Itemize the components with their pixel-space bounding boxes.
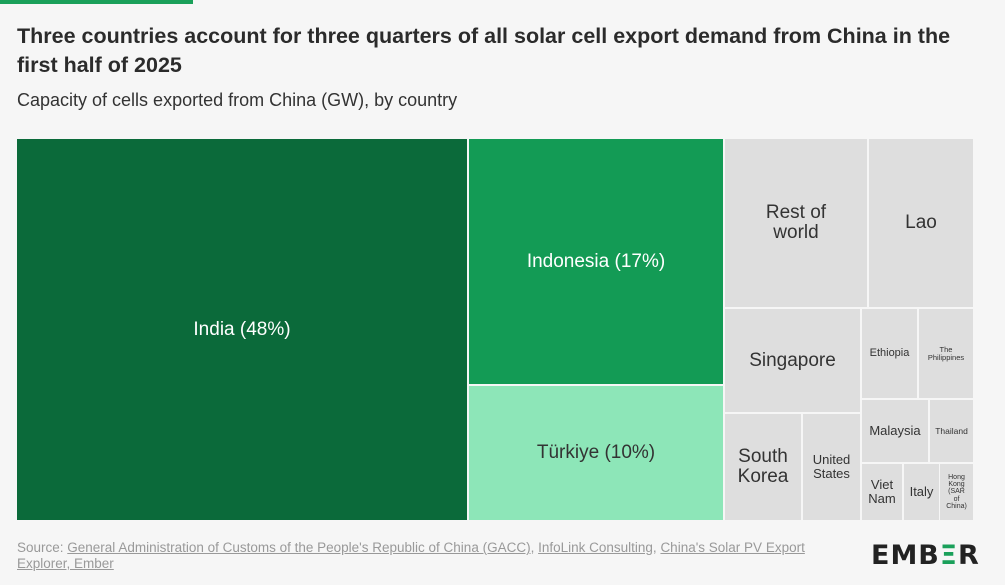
treemap-cell-t-rkiye: Türkiye (10%) [469, 386, 723, 520]
treemap-cell-rest-of-world: Rest of world [725, 139, 867, 307]
treemap-label: Thailand [935, 425, 968, 436]
source-prefix: Source: [17, 540, 68, 555]
treemap-label: Türkiye (10%) [536, 442, 656, 464]
treemap-label: Malaysia [869, 423, 921, 439]
source-link-gacc[interactable]: General Administration of Customs of the… [67, 540, 531, 555]
treemap-label: Lao [905, 212, 937, 234]
treemap-label: Viet Nam [868, 477, 896, 506]
treemap-cell-singapore: Singapore [725, 309, 860, 412]
accent-bar [0, 0, 193, 4]
source-note: Source: General Administration of Custom… [17, 540, 805, 571]
treemap-label: United States [812, 452, 851, 481]
treemap-label: The Philippines [927, 344, 965, 362]
treemap-label: Rest of world [765, 202, 827, 243]
treemap-cell-viet-nam: Viet Nam [862, 464, 902, 520]
treemap-cell-india: India (48%) [17, 139, 467, 520]
source-link-ember[interactable]: China's Solar PV Export Explorer, Ember [17, 540, 805, 571]
treemap-label: India (48%) [193, 318, 291, 340]
treemap-cell-malaysia: Malaysia [862, 400, 928, 462]
treemap-label: South Korea [737, 446, 789, 487]
source-link-infolink[interactable]: InfoLink Consulting [538, 540, 653, 555]
treemap-label: Italy [909, 484, 934, 500]
treemap-label: Indonesia (17%) [526, 250, 666, 272]
ember-logo: EMBΞR [871, 540, 980, 571]
treemap-label: Ethiopia [869, 346, 910, 359]
treemap-cell-lao: Lao [869, 139, 973, 307]
treemap-cell-the-philippines: The Philippines [919, 309, 973, 398]
treemap-label: Hong Kong (SAR of China) [946, 473, 967, 511]
treemap-cell-united-states: United States [803, 414, 860, 520]
treemap-cell-ethiopia: Ethiopia [862, 309, 917, 398]
treemap-cell-indonesia: Indonesia (17%) [469, 139, 723, 384]
treemap-cell-hong-kong-sar-of-china-: Hong Kong (SAR of China) [940, 464, 973, 520]
chart-title: Three countries account for three quarte… [17, 24, 951, 77]
treemap-cell-italy: Italy [904, 464, 939, 520]
treemap-label: Singapore [749, 349, 836, 371]
chart-subtitle: Capacity of cells exported from China (G… [17, 90, 458, 110]
treemap-cell-south-korea: South Korea [725, 414, 801, 520]
treemap-cell-thailand: Thailand [930, 400, 973, 462]
